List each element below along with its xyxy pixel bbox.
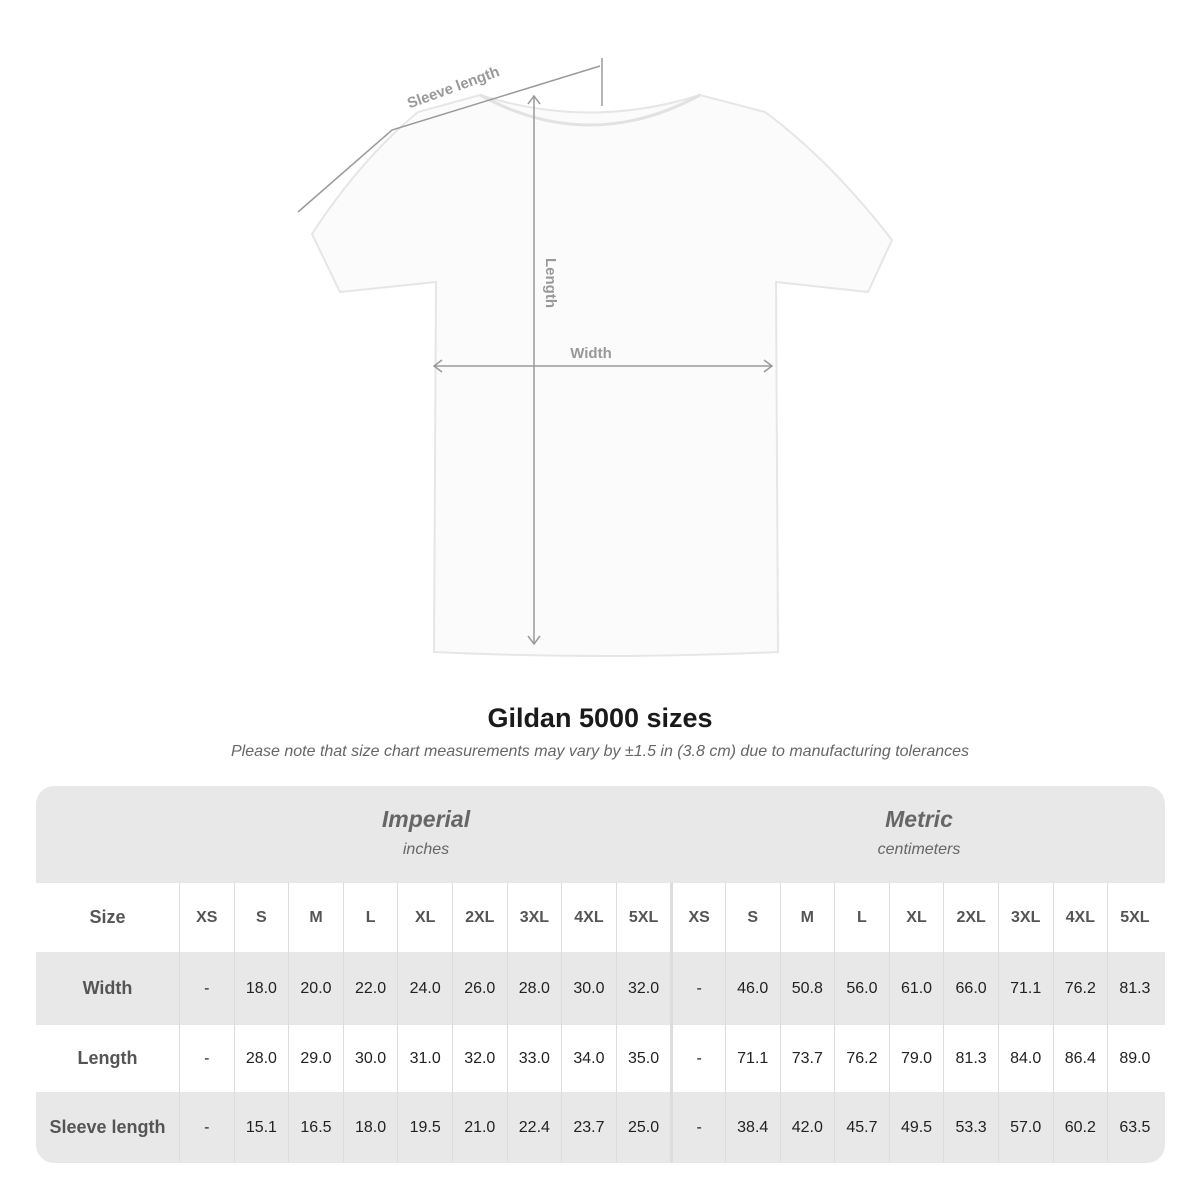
metric-value-cell: 46.0 <box>724 952 780 1025</box>
length-label: Length <box>542 258 559 308</box>
metric-size-header: 5XL <box>1107 883 1162 952</box>
width-label: Width <box>570 345 612 362</box>
imperial-value-cell: 21.0 <box>451 1092 507 1163</box>
imperial-value-cell: 24.0 <box>397 952 452 1025</box>
row-label: Width <box>82 978 133 998</box>
metric-title: Metric <box>885 806 953 832</box>
metric-value-cell: 71.1 <box>997 952 1053 1025</box>
imperial-size-header: 4XL <box>561 883 616 952</box>
table-row: Sleeve length -15.1 16.5 18.0 19.5 21.0 22.4 23… <box>36 1092 1165 1163</box>
imperial-size-header: XS <box>179 883 234 952</box>
imperial-value-cell: 16.5 <box>288 1092 343 1163</box>
imperial-size-header: XL <box>397 883 452 952</box>
metric-value-cell: 66.0 <box>943 952 998 1025</box>
imperial-value-cell: 33.0 <box>506 1025 562 1092</box>
metric-size-header: 3XL <box>997 883 1053 952</box>
row-label: Size <box>89 907 126 927</box>
metric-size-header: S <box>724 883 780 952</box>
metric-value-cell: 89.0 <box>1107 1025 1162 1092</box>
tshirt-diagram: Sleeve length Length Width <box>297 58 894 657</box>
imperial-size-header: M <box>288 883 343 952</box>
metric-value-cell: 81.3 <box>1107 952 1162 1025</box>
metric-value-cell: 60.2 <box>1052 1092 1108 1163</box>
metric-value-cell: - <box>670 952 725 1025</box>
imperial-value-cell: - <box>179 952 234 1025</box>
metric-value-cell: 76.2 <box>834 1025 889 1092</box>
metric-unit: centimeters <box>877 841 961 858</box>
metric-value-cell: 86.4 <box>1052 1025 1108 1092</box>
metric-size-header: L <box>834 883 889 952</box>
metric-size-header: 2XL <box>943 883 998 952</box>
metric-value-cell: 79.0 <box>888 1025 944 1092</box>
imperial-value-cell: 28.0 <box>506 952 562 1025</box>
imperial-value-cell: 30.0 <box>561 952 616 1025</box>
table-row: Width -18.0 20.0 22.0 24.0 26.0 28.0 30.0 32.0-4… <box>36 952 1165 1025</box>
metric-value-cell: 45.7 <box>834 1092 889 1163</box>
imperial-unit: inches <box>402 841 450 858</box>
imperial-value-cell: 23.7 <box>561 1092 616 1163</box>
tolerance-note: Please note that size chart measurements… <box>230 743 970 760</box>
metric-size-header: M <box>779 883 835 952</box>
table-row: Length -28.0 29.0 30.0 31.0 32.0 33.0 34.0 35.0-… <box>36 1025 1165 1092</box>
imperial-value-cell: - <box>179 1025 234 1092</box>
row-label: Sleeve length <box>49 1117 166 1137</box>
collar <box>479 93 701 127</box>
metric-value-cell: 73.7 <box>779 1025 835 1092</box>
metric-value-cell: 56.0 <box>834 952 889 1025</box>
metric-value-cell: 50.8 <box>779 952 835 1025</box>
imperial-value-cell: 35.0 <box>615 1025 671 1092</box>
imperial-title: Imperial <box>381 806 471 832</box>
imperial-value-cell: - <box>179 1092 234 1163</box>
metric-value-cell: 49.5 <box>888 1092 944 1163</box>
chart-title: Gildan 5000 sizes <box>487 703 713 733</box>
metric-value-cell: 71.1 <box>724 1025 780 1092</box>
imperial-value-cell: 22.4 <box>506 1092 562 1163</box>
metric-value-cell: 57.0 <box>997 1092 1053 1163</box>
imperial-value-cell: 15.1 <box>233 1092 289 1163</box>
imperial-size-header: 5XL <box>615 883 671 952</box>
imperial-value-cell: 30.0 <box>342 1025 398 1092</box>
metric-value-cell: 63.5 <box>1107 1092 1162 1163</box>
imperial-value-cell: 26.0 <box>451 952 507 1025</box>
metric-value-cell: 61.0 <box>888 952 944 1025</box>
imperial-size-header: L <box>342 883 398 952</box>
metric-value-cell: 53.3 <box>943 1092 998 1163</box>
metric-value-cell: 42.0 <box>779 1092 835 1163</box>
imperial-size-header: 3XL <box>506 883 562 952</box>
imperial-value-cell: 32.0 <box>615 952 671 1025</box>
imperial-value-cell: 31.0 <box>397 1025 452 1092</box>
imperial-value-cell: 18.0 <box>233 952 289 1025</box>
imperial-value-cell: 19.5 <box>397 1092 452 1163</box>
tshirt-shape <box>310 93 894 657</box>
metric-value-cell: 38.4 <box>724 1092 780 1163</box>
metric-size-header: XL <box>888 883 944 952</box>
metric-value-cell: - <box>670 1092 725 1163</box>
imperial-value-cell: 25.0 <box>615 1092 671 1163</box>
imperial-value-cell: 32.0 <box>451 1025 507 1092</box>
imperial-value-cell: 18.0 <box>342 1092 398 1163</box>
metric-value-cell: 84.0 <box>997 1025 1053 1092</box>
imperial-value-cell: 29.0 <box>288 1025 343 1092</box>
imperial-size-header: 2XL <box>451 883 507 952</box>
imperial-value-cell: 34.0 <box>561 1025 616 1092</box>
metric-size-header: 4XL <box>1052 883 1108 952</box>
metric-header: Metric centimeters <box>673 786 1165 859</box>
units-header <box>36 786 1165 883</box>
metric-value-cell: 81.3 <box>943 1025 998 1092</box>
size-header-row: Size XS S M L XL 2XL 3XL 4XL 5XL XS S M L XL 2XL 3XL 4XL 5… <box>36 883 1165 952</box>
imperial-value-cell: 20.0 <box>288 952 343 1025</box>
imperial-header: Imperial inches <box>179 786 673 859</box>
row-label: Length <box>77 1048 138 1068</box>
size-table: Imperial inches Metric centimeters Size X… <box>36 786 1165 1163</box>
sleeve-length-line <box>297 65 601 213</box>
metric-value-cell: 76.2 <box>1052 952 1108 1025</box>
imperial-value-cell: 28.0 <box>233 1025 289 1092</box>
metric-size-header: XS <box>670 883 725 952</box>
imperial-value-cell: 22.0 <box>342 952 398 1025</box>
metric-value-cell: - <box>670 1025 725 1092</box>
imperial-size-header: S <box>233 883 289 952</box>
